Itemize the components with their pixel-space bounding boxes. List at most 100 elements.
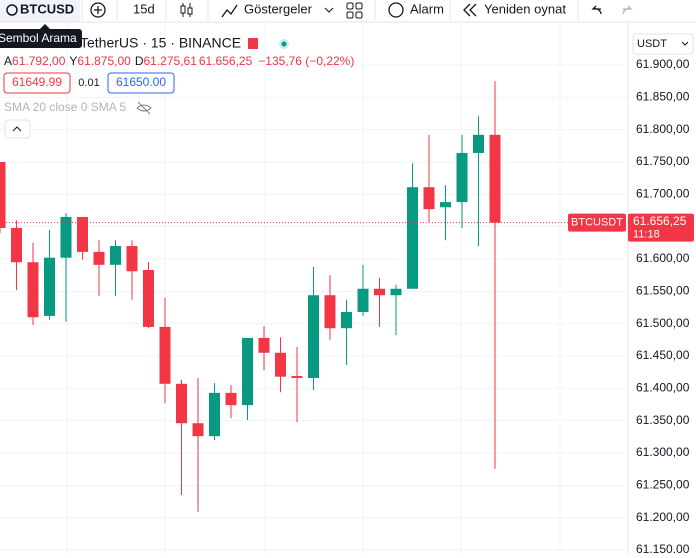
candle-body — [407, 187, 418, 289]
plot — [0, 81, 628, 512]
symbol-label-box — [568, 213, 626, 232]
search-icon — [6, 4, 18, 16]
layout-icon — [355, 2, 363, 10]
y-tick-label: 61.450,00 — [636, 348, 690, 362]
buy-price[interactable]: 61650.00 — [116, 75, 166, 89]
candle-body — [60, 216, 72, 258]
undo[interactable] — [591, 5, 602, 15]
candle-body — [143, 269, 154, 327]
y-tick-label: 61.550,00 — [636, 284, 690, 298]
alert[interactable]: Alarm — [410, 1, 444, 16]
candle-body — [11, 227, 22, 263]
y-tick-label: 61.850,00 — [636, 90, 690, 104]
y-tick-label: 61.900,00 — [636, 57, 690, 71]
add-symbol[interactable] — [90, 2, 106, 18]
symbol-button[interactable] — [0, 0, 80, 22]
layout-icon — [355, 11, 363, 19]
candle-body — [0, 162, 6, 228]
grid — [0, 23, 628, 553]
alarm-icon — [388, 2, 404, 18]
candle-body — [473, 134, 484, 153]
candle-body — [110, 246, 121, 265]
candle-body — [456, 152, 468, 203]
candle-body — [192, 423, 204, 437]
candle-body — [291, 376, 303, 378]
interval[interactable]: 15d — [133, 1, 155, 16]
y-tick-label: 61.250,00 — [636, 478, 690, 492]
candle-body — [126, 246, 138, 272]
collapse-icon — [12, 126, 22, 132]
dropdown-icon[interactable] — [324, 7, 334, 13]
y-tick-label: 61.500,00 — [636, 316, 690, 330]
ohlc-value: 61.875,00 — [77, 54, 131, 68]
indicators-icon — [221, 4, 238, 18]
buy-button[interactable] — [107, 72, 175, 94]
sell-price[interactable]: 61649.99 — [12, 75, 62, 89]
y-tick-label: 61.200,00 — [636, 510, 690, 524]
ohlc-key: Y — [69, 54, 77, 68]
candle-body — [93, 251, 105, 265]
price-axis: 61.150,00 61.200,00 61.250,00 61.300,00 61.3… — [568, 57, 694, 556]
layout-icon — [346, 11, 354, 19]
replay[interactable]: Yeniden oynat — [484, 1, 566, 16]
indicator-legend: SMA 20 close 0 SMA 5 — [4, 100, 126, 114]
currency-button[interactable] — [632, 33, 694, 55]
hide-icon[interactable] — [136, 101, 152, 115]
candle-body — [176, 383, 187, 424]
redo[interactable] — [622, 5, 633, 15]
candle-body — [423, 187, 435, 210]
y-tick-label: 61.600,00 — [636, 251, 690, 265]
y-tick-label: 61.300,00 — [636, 445, 690, 459]
replay-icon — [463, 3, 477, 17]
sell-button[interactable] — [3, 72, 71, 94]
y-tick-label: 61.400,00 — [636, 381, 690, 395]
y-tick-label: 61.800,00 — [636, 122, 690, 136]
ohlc-value: 61.792,00 — [12, 54, 66, 68]
indicators[interactable]: Göstergeler — [244, 1, 313, 16]
candle-body — [341, 312, 352, 329]
tooltip-arrow — [40, 24, 50, 29]
dropdown-icon — [681, 41, 689, 46]
plus-icon — [94, 6, 102, 14]
chart-type-icon — [180, 5, 186, 14]
candle-body — [27, 262, 39, 318]
last-price-box — [628, 213, 694, 242]
candle-body — [209, 392, 220, 437]
flag-icon[interactable] — [248, 38, 258, 49]
layout-icon[interactable] — [346, 2, 354, 10]
candle-body — [374, 288, 385, 296]
candle-body — [225, 392, 237, 406]
y-tick-label: 61.750,00 — [636, 154, 690, 168]
symbol-label: BTCUSDT — [571, 217, 623, 229]
y-tick-label: 61.700,00 — [636, 187, 690, 201]
chart-type-icon — [187, 7, 193, 15]
candle-body — [242, 337, 253, 406]
candle-body — [159, 326, 171, 384]
collapse-button[interactable] — [4, 119, 31, 139]
candle-body — [324, 295, 336, 329]
ohlc-key: A — [4, 54, 12, 68]
tooltip — [0, 29, 82, 48]
change-value: −135,76 (−0,22%) — [258, 54, 354, 68]
candle-body — [77, 216, 88, 252]
countdown: 11:18 — [633, 229, 660, 241]
last-price-label: 61.656,25 — [633, 214, 687, 228]
close-value: 61.656,25 — [199, 54, 253, 68]
y-tick-label: 61.350,00 — [636, 413, 690, 427]
legend-title: TetherUS · 15 · BINANCE — [80, 35, 241, 51]
ohlc-key: D — [135, 54, 144, 68]
ohlc-value: 61.275,61 — [143, 54, 197, 68]
candle-body — [308, 295, 319, 378]
ohlc-values: A61.792,00 Y61.875,00 D61.275,61 61.656,25−… — [4, 54, 354, 68]
spread: 0.01 — [78, 77, 99, 89]
candle-body — [258, 337, 270, 353]
tooltip-text: Sembol Arama — [0, 31, 77, 45]
candle-body — [275, 352, 286, 377]
candle-body — [44, 257, 55, 316]
symbol[interactable]: BTCUSD — [20, 1, 74, 16]
candle-body — [357, 288, 369, 313]
toolbar — [0, 0, 696, 22]
currency[interactable]: USDT — [637, 38, 667, 50]
candle-body — [390, 288, 402, 296]
